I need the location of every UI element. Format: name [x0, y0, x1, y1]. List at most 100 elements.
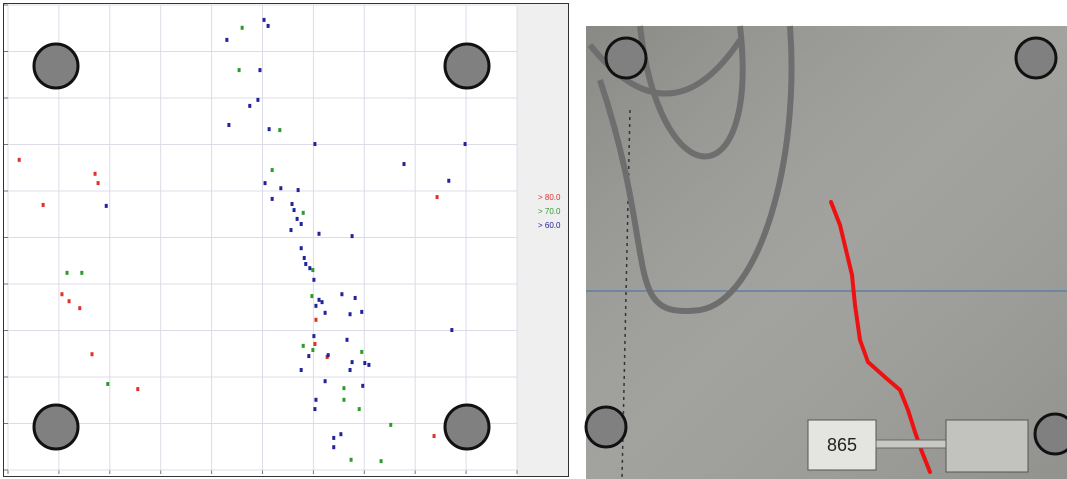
- event-point: [314, 397, 318, 402]
- event-point: [299, 246, 303, 251]
- sensor: [32, 403, 80, 451]
- event-point: [258, 68, 262, 73]
- event-point: [299, 222, 303, 227]
- sensor: [443, 403, 491, 451]
- sensor: [604, 36, 648, 80]
- event-point: [320, 300, 324, 305]
- event-point: [256, 97, 260, 102]
- sensor: [584, 405, 628, 449]
- sensor-markers: [32, 42, 491, 451]
- event-point: [289, 228, 293, 233]
- crack-trace: [829, 200, 932, 474]
- event-point: [93, 171, 97, 176]
- event-point: [350, 360, 354, 365]
- event-point: [296, 188, 300, 193]
- event-point: [65, 270, 69, 275]
- event-point: [278, 128, 282, 133]
- event-point: [367, 362, 371, 367]
- event-point: [299, 368, 303, 373]
- event-point: [279, 186, 283, 191]
- event-point: [80, 270, 84, 275]
- event-point: [313, 407, 317, 412]
- shading: [586, 26, 1067, 479]
- event-point: [106, 381, 110, 386]
- event-point: [67, 299, 71, 304]
- event-point: [313, 142, 317, 147]
- event-point: [290, 202, 294, 207]
- event-point: [292, 208, 296, 213]
- event-point: [314, 317, 318, 322]
- event-point: [262, 17, 266, 22]
- sensor: [443, 42, 491, 90]
- event-point: [270, 196, 274, 201]
- event-point: [237, 68, 241, 73]
- event-point: [432, 434, 436, 439]
- event-point: [360, 309, 364, 314]
- event-point: [17, 157, 21, 162]
- event-point: [248, 103, 252, 108]
- event-point: [402, 162, 406, 167]
- event-point: [353, 295, 357, 300]
- event-point: [307, 354, 311, 359]
- event-point: [435, 195, 439, 200]
- event-point: [267, 127, 271, 132]
- event-point: [263, 181, 267, 186]
- event-point: [349, 457, 353, 462]
- event-point: [136, 387, 140, 392]
- event-point: [308, 266, 312, 271]
- event-point: [314, 303, 318, 308]
- legend-entry: > 70.0: [538, 207, 561, 216]
- event-point: [227, 122, 231, 127]
- plate: [807, 419, 877, 471]
- event-point: [304, 262, 308, 267]
- event-point: [342, 386, 346, 391]
- event-point: [348, 368, 352, 373]
- event-point: [312, 334, 316, 339]
- event-point: [312, 277, 316, 282]
- event-point: [339, 432, 343, 437]
- event-point: [313, 341, 317, 346]
- sensor: [32, 42, 80, 90]
- event-point: [90, 352, 94, 357]
- plot: > 80.0 > 70.0 > 60.0: [4, 4, 561, 474]
- event-point: [350, 234, 354, 239]
- event-point: [323, 379, 327, 384]
- event-point: [340, 292, 344, 297]
- event-point: [342, 397, 346, 402]
- rod: [875, 439, 947, 449]
- specimen-label: 865: [827, 435, 857, 455]
- event-point: [41, 202, 45, 207]
- event-point: [295, 216, 299, 221]
- legend-entry: > 80.0: [538, 193, 561, 202]
- event-point: [447, 178, 451, 183]
- event-point: [302, 255, 306, 260]
- event-point: [240, 25, 244, 30]
- event-point: [225, 37, 229, 42]
- event-point: [357, 407, 361, 412]
- event-point: [360, 349, 364, 354]
- event-point: [301, 343, 305, 348]
- sensor: [1014, 36, 1058, 80]
- event-point: [450, 328, 454, 333]
- event-point: [104, 203, 108, 208]
- sensor: [1033, 412, 1067, 456]
- edge-line: [621, 109, 631, 479]
- event-point: [332, 445, 336, 450]
- event-point: [332, 435, 336, 440]
- event-point: [389, 422, 393, 427]
- event-point: [361, 383, 365, 388]
- specimen-photo: 865: [584, 25, 1067, 479]
- legend-panel: [517, 4, 568, 476]
- event-point: [78, 306, 82, 311]
- event-point: [323, 310, 327, 315]
- event-point: [311, 268, 315, 273]
- event-point: [310, 294, 314, 299]
- event-point: [266, 23, 270, 28]
- event-point: [60, 292, 64, 297]
- event-point: [363, 361, 367, 366]
- event-point: [326, 353, 330, 358]
- event-point: [270, 168, 274, 173]
- legend-entry: > 60.0: [538, 221, 561, 230]
